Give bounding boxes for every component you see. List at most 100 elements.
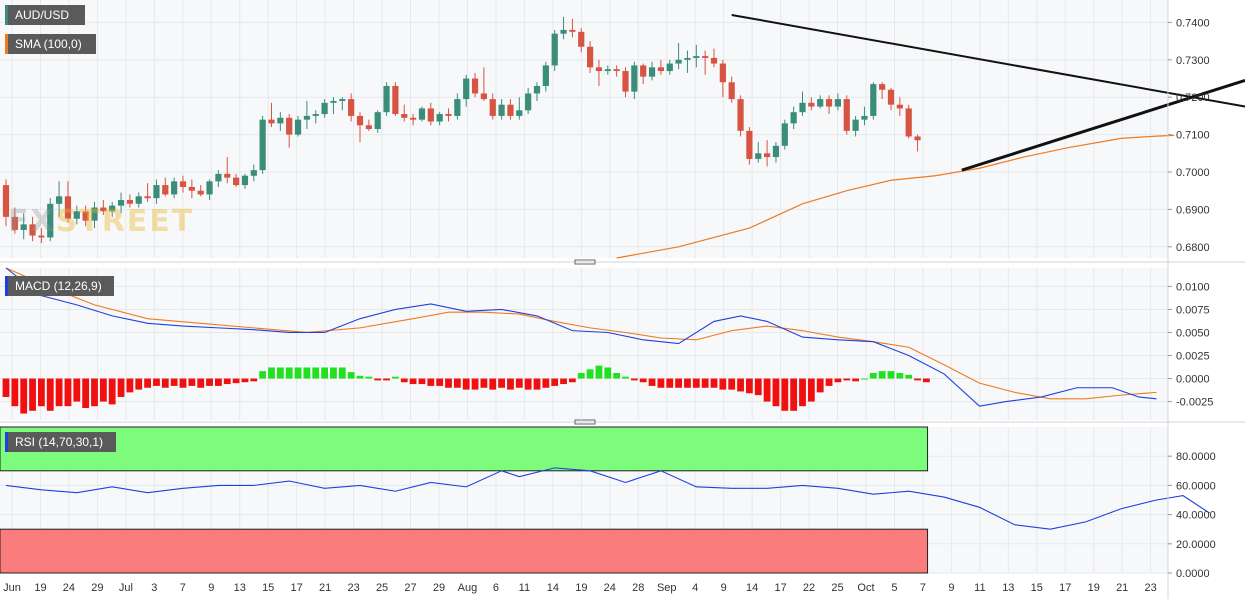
candle-body[interactable]: [410, 117, 417, 120]
sma-line[interactable]: [616, 134, 1175, 259]
candle-body[interactable]: [640, 65, 647, 77]
candle-body[interactable]: [542, 65, 549, 86]
candle-body[interactable]: [2, 185, 10, 217]
rsi-legend[interactable]: RSI (14,70,30,1): [5, 432, 116, 452]
candle-body[interactable]: [817, 99, 824, 107]
candle-body[interactable]: [348, 99, 355, 116]
candle-body[interactable]: [365, 125, 372, 129]
candle-body[interactable]: [666, 63, 673, 72]
candle-body[interactable]: [463, 78, 470, 100]
candle-body[interactable]: [781, 123, 788, 146]
candle-body[interactable]: [100, 207, 107, 212]
candle-body[interactable]: [737, 99, 744, 131]
candle-body[interactable]: [870, 84, 877, 116]
candle-body[interactable]: [808, 102, 815, 107]
candle-body[interactable]: [710, 57, 718, 64]
candle-body[interactable]: [489, 99, 496, 116]
candle-body[interactable]: [82, 211, 89, 221]
candle-body[interactable]: [622, 71, 629, 92]
trendline[interactable]: [961, 78, 1245, 172]
candle-body[interactable]: [498, 104, 505, 116]
candle-body[interactable]: [525, 93, 532, 111]
candle-body[interactable]: [843, 99, 850, 131]
candle-body[interactable]: [135, 196, 142, 204]
candle-body[interactable]: [569, 29, 576, 32]
candle-body[interactable]: [507, 104, 514, 116]
candle-body[interactable]: [879, 84, 886, 90]
candle-body[interactable]: [896, 104, 903, 109]
candle-body[interactable]: [153, 185, 160, 199]
candle-body[interactable]: [684, 57, 691, 60]
candle-body[interactable]: [595, 67, 603, 72]
candle-body[interactable]: [215, 173, 222, 182]
trendline[interactable]: [731, 13, 1245, 108]
candle-body[interactable]: [64, 196, 72, 219]
macd-line[interactable]: [5, 267, 1157, 407]
candle-body[interactable]: [719, 63, 726, 83]
candle-body[interactable]: [834, 99, 841, 107]
candle-body[interactable]: [418, 108, 426, 120]
candle-body[interactable]: [330, 100, 337, 103]
candle-body[interactable]: [392, 86, 399, 115]
candle-body[interactable]: [250, 170, 257, 176]
candle-body[interactable]: [551, 33, 558, 66]
candle-body[interactable]: [179, 181, 187, 187]
candle-body[interactable]: [241, 175, 249, 186]
candle-body[interactable]: [657, 67, 664, 72]
candle-body[interactable]: [171, 181, 178, 195]
price-macd-divider-handle[interactable]: [574, 259, 596, 265]
candle-body[interactable]: [604, 69, 611, 72]
candle-body[interactable]: [38, 235, 45, 238]
candle-body[interactable]: [312, 114, 319, 116]
candle-body[interactable]: [693, 56, 700, 58]
candle-body[interactable]: [746, 130, 753, 159]
candle-body[interactable]: [91, 207, 98, 221]
candle-body[interactable]: [914, 136, 921, 141]
candle-body[interactable]: [587, 46, 594, 68]
candle-body[interactable]: [268, 119, 275, 124]
macd-rsi-divider-handle[interactable]: [574, 419, 596, 425]
sma-legend[interactable]: SMA (100,0): [5, 34, 96, 54]
candle-body[interactable]: [772, 145, 780, 158]
candle-body[interactable]: [825, 99, 833, 107]
candle-body[interactable]: [764, 153, 771, 158]
candle-body[interactable]: [852, 119, 859, 131]
candle-body[interactable]: [294, 119, 302, 135]
candle-body[interactable]: [259, 119, 266, 171]
candle-body[interactable]: [648, 67, 656, 77]
candle-body[interactable]: [578, 31, 585, 47]
candle-body[interactable]: [445, 114, 452, 116]
candle-body[interactable]: [224, 173, 231, 178]
candle-body[interactable]: [516, 110, 523, 116]
candle-body[interactable]: [383, 86, 390, 113]
candle-body[interactable]: [755, 153, 762, 159]
candle-body[interactable]: [277, 117, 284, 124]
candle-body[interactable]: [401, 114, 408, 118]
candle-body[interactable]: [905, 108, 912, 137]
candle-body[interactable]: [117, 200, 125, 206]
candle-body[interactable]: [790, 112, 797, 124]
candle-body[interactable]: [356, 115, 364, 126]
candle-body[interactable]: [47, 203, 54, 238]
candle-body[interactable]: [197, 190, 204, 195]
candle-body[interactable]: [454, 99, 461, 116]
candle-body[interactable]: [20, 224, 27, 230]
candle-body[interactable]: [233, 177, 240, 186]
candle-body[interactable]: [11, 216, 18, 230]
candle-body[interactable]: [613, 69, 620, 72]
candle-body[interactable]: [436, 114, 443, 122]
rsi-line[interactable]: [5, 467, 1210, 530]
candle-body[interactable]: [339, 99, 346, 101]
macd-legend[interactable]: MACD (12,26,9): [5, 276, 114, 296]
candle-body[interactable]: [861, 115, 868, 120]
candle-body[interactable]: [631, 65, 638, 92]
candle-body[interactable]: [73, 211, 80, 219]
candle-body[interactable]: [321, 102, 328, 115]
candle-body[interactable]: [374, 112, 381, 129]
macd-signal-line[interactable]: [5, 267, 1157, 400]
candle-body[interactable]: [162, 185, 169, 195]
candle-body[interactable]: [109, 205, 116, 212]
candle-body[interactable]: [56, 196, 63, 204]
candle-body[interactable]: [799, 102, 806, 113]
candle-body[interactable]: [286, 117, 293, 135]
